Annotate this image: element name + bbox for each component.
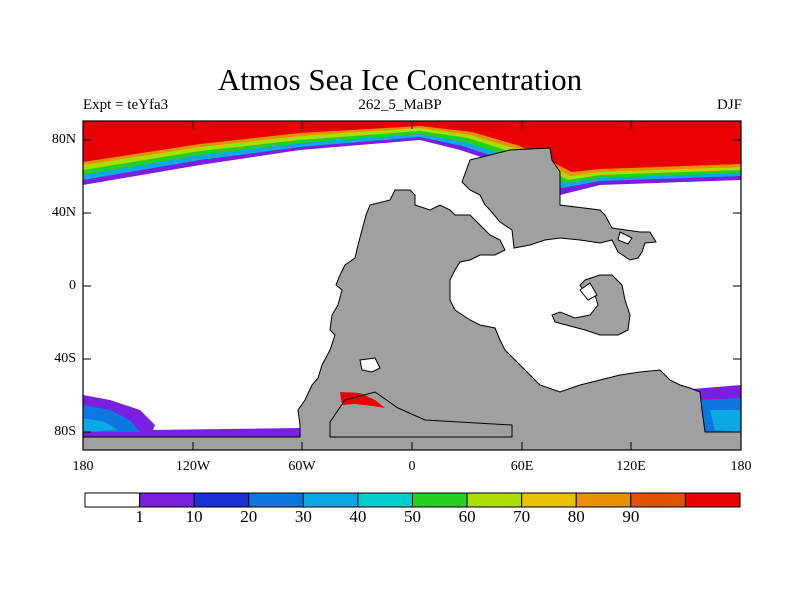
- colorbar-label: 50: [404, 507, 421, 526]
- colorbar-swatch: [466, 492, 523, 508]
- colorbar-swatch: [302, 492, 359, 508]
- y-tick-label-0: 0: [69, 278, 76, 293]
- y-tick-label-40n: 40N: [51, 205, 76, 220]
- x-tick-label-180e: 180: [730, 459, 752, 474]
- colorbar-label: 1: [135, 507, 144, 526]
- plot-title: Atmos Sea Ice Concentration: [217, 62, 583, 97]
- x-tick-label-120e: 120E: [616, 459, 646, 474]
- colorbar-label: 70: [513, 507, 531, 526]
- y-tick-label-80s: 80S: [54, 424, 76, 439]
- colorbar: [84, 492, 741, 508]
- land-mass: [83, 147, 741, 450]
- x-tick-label-120w: 120W: [175, 459, 211, 474]
- colorbar-swatch: [575, 492, 632, 508]
- northern-sea-ice: [83, 121, 741, 195]
- colorbar-swatch: [684, 492, 741, 508]
- colorbar-label: 90: [622, 507, 640, 526]
- colorbar-swatch: [248, 492, 304, 508]
- colorbar-label: 60: [458, 507, 476, 526]
- colorbar-swatch: [630, 492, 686, 508]
- colorbar-label: 40: [349, 507, 367, 526]
- colorbar-label: 10: [185, 507, 203, 526]
- y-tick-label-80n: 80N: [51, 132, 76, 147]
- colorbar-swatch: [357, 492, 413, 508]
- x-tick-label-180w: 180: [72, 459, 94, 474]
- colorbar-label: 80: [567, 507, 585, 526]
- colorbar-swatch: [193, 492, 250, 508]
- axis-ticks: [82, 121, 742, 450]
- season-label: DJF: [716, 97, 742, 113]
- x-tick-label-60e: 60E: [510, 459, 534, 474]
- colorbar-label: 30: [294, 507, 312, 526]
- x-tick-label-0: 0: [408, 459, 416, 474]
- colorbar-swatch: [412, 492, 468, 508]
- colorbar-swatch: [84, 492, 141, 508]
- colorbar-swatch: [139, 492, 195, 508]
- experiment-label: Expt = teYfa3: [83, 97, 169, 113]
- colorbar-swatch: [521, 492, 577, 508]
- x-tick-label-60w: 60W: [288, 459, 316, 474]
- period-label: 262_5_MaBP: [358, 97, 442, 113]
- y-tick-label-40s: 40S: [54, 351, 76, 366]
- colorbar-label: 20: [240, 507, 258, 526]
